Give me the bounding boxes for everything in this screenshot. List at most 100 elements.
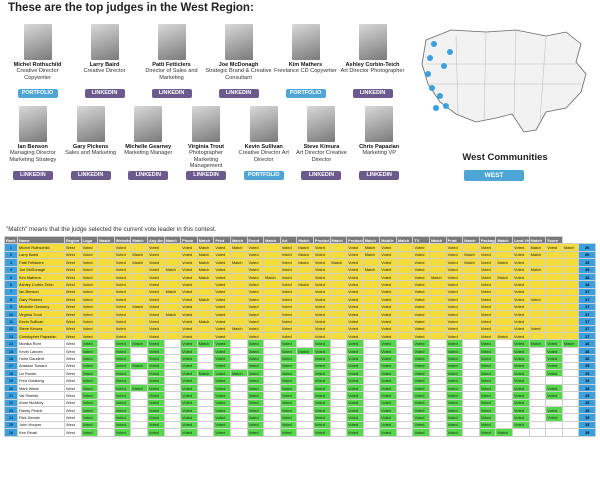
table-cell: 22 — [4, 398, 18, 408]
table-cell — [362, 317, 381, 326]
table-cell: Voted — [512, 405, 530, 415]
judge-photo — [365, 105, 394, 142]
west-button[interactable]: WEST — [464, 170, 524, 181]
table-cell — [97, 324, 115, 334]
table-cell — [163, 295, 182, 304]
table-cell: Voted — [346, 413, 364, 422]
table-cell: Voted — [113, 332, 132, 341]
table-cell: Michel Rothschild — [17, 243, 65, 252]
table-cell — [545, 332, 563, 341]
judge-title: Managing Director Marketing Strategy — [9, 150, 57, 163]
table-cell — [196, 354, 215, 363]
judge-title: Art Director Photographer — [340, 68, 405, 75]
judge-linkedin-button[interactable]: LINKEDIN — [84, 89, 125, 98]
table-cell: Match — [196, 339, 215, 348]
table-cell — [263, 287, 281, 297]
table-cell: Voted — [113, 376, 132, 385]
table-cell: Match — [130, 258, 148, 267]
judge-card: Michelle Gearney Marketing Manager LINKEDI… — [119, 105, 177, 180]
table-cell: Voted — [445, 302, 464, 311]
table-cell: Voted — [412, 324, 431, 334]
judge-photo — [18, 105, 47, 142]
table-cell: Voted — [445, 332, 464, 341]
judge-linkedin-button[interactable]: LINKEDIN — [128, 171, 169, 180]
judge-linkedin-button[interactable]: LINKEDIN — [12, 171, 53, 180]
table-cell: Voted — [346, 376, 364, 385]
table-cell — [163, 361, 182, 371]
table-cell: Voted — [180, 243, 198, 252]
table-cell — [329, 405, 348, 415]
table-cell: Voted — [412, 280, 431, 289]
judge-linkedin-button[interactable]: LINKEDIN — [352, 89, 393, 98]
table-cell — [130, 287, 148, 297]
table-cell — [561, 369, 580, 378]
table-cell — [395, 361, 414, 371]
table-cell: Voted — [478, 369, 497, 378]
table-cell: Match — [196, 243, 215, 252]
table-cell: 16 — [578, 354, 596, 363]
judge-linkedin-button[interactable]: LINKEDIN — [151, 89, 192, 98]
judge-linkedin-button[interactable]: LINKEDIN — [359, 171, 400, 180]
judge-linkedin-button[interactable]: LINKEDIN — [301, 171, 342, 180]
table-cell — [528, 428, 547, 437]
judge-portfolio-button[interactable]: PORTFOLIO — [17, 89, 58, 98]
table-cell: West — [64, 405, 82, 415]
table-cell — [495, 339, 514, 348]
table-cell: 20 — [4, 383, 18, 393]
table-cell: Voted — [312, 361, 331, 371]
table-cell: Voted — [279, 295, 298, 304]
table-cell: Voted — [213, 302, 231, 311]
table-cell: Voted — [412, 361, 431, 371]
table-cell — [296, 302, 314, 311]
judge-linkedin-button[interactable]: LINKEDIN — [186, 171, 227, 180]
table-cell — [429, 420, 447, 430]
judge-linkedin-button[interactable]: LINKEDIN — [218, 89, 259, 98]
judge-title: Sales and Marketing — [65, 150, 117, 157]
column-header: Region — [64, 235, 82, 245]
table-cell: Voted — [146, 398, 165, 408]
judge-portfolio-button[interactable]: PORTFOLIO — [243, 171, 284, 180]
table-cell: Match — [561, 339, 580, 348]
table-cell — [561, 420, 580, 430]
table-cell: Voted — [279, 420, 298, 430]
table-cell — [362, 369, 381, 378]
table-cell — [97, 354, 115, 363]
table-cell: 17 — [578, 295, 596, 304]
table-cell: Voted — [412, 346, 431, 356]
table-cell: Voted — [279, 302, 298, 311]
table-cell — [163, 280, 182, 289]
table-cell — [362, 302, 381, 311]
table-cell: Voted — [346, 383, 364, 393]
table-cell — [329, 369, 348, 378]
table-cell — [130, 420, 148, 430]
column-header: Match — [263, 235, 281, 245]
table-cell: Voted — [113, 287, 132, 297]
table-cell: Voted — [379, 383, 397, 393]
table-cell: Voted — [113, 243, 132, 252]
table-cell: Voted — [213, 287, 231, 297]
table-cell: Voted — [180, 361, 198, 371]
table-cell: Match — [329, 258, 348, 267]
table-cell: Gary Pickens — [17, 295, 65, 304]
judge-portfolio-button[interactable]: PORTFOLIO — [285, 89, 326, 98]
table-row: 17 Anaston Toward West Voted Voted Match Voted… — [4, 361, 596, 371]
judge-name: Gary Pickens — [72, 143, 109, 150]
judge-linkedin-button[interactable]: LINKEDIN — [70, 171, 111, 180]
table-cell: Match — [495, 428, 514, 437]
table-cell: Voted — [246, 405, 265, 415]
table-cell: Voted — [146, 339, 165, 348]
table-row: 10 Virginia Trout West Voted Voted Voted Match… — [4, 309, 596, 319]
table-cell: Voted — [279, 287, 298, 297]
table-cell — [462, 391, 480, 400]
table-cell: Voted — [478, 383, 497, 393]
table-cell: Voted — [346, 295, 364, 304]
judge-photo — [307, 105, 336, 142]
table-cell: Voted — [80, 258, 99, 267]
table-cell: Voted — [412, 369, 431, 378]
table-cell — [528, 383, 547, 393]
table-cell — [229, 295, 248, 304]
table-cell: Voted — [412, 383, 431, 393]
table-cell — [296, 361, 314, 371]
table-cell: Match — [196, 272, 215, 282]
table-cell: Voted — [246, 280, 265, 289]
